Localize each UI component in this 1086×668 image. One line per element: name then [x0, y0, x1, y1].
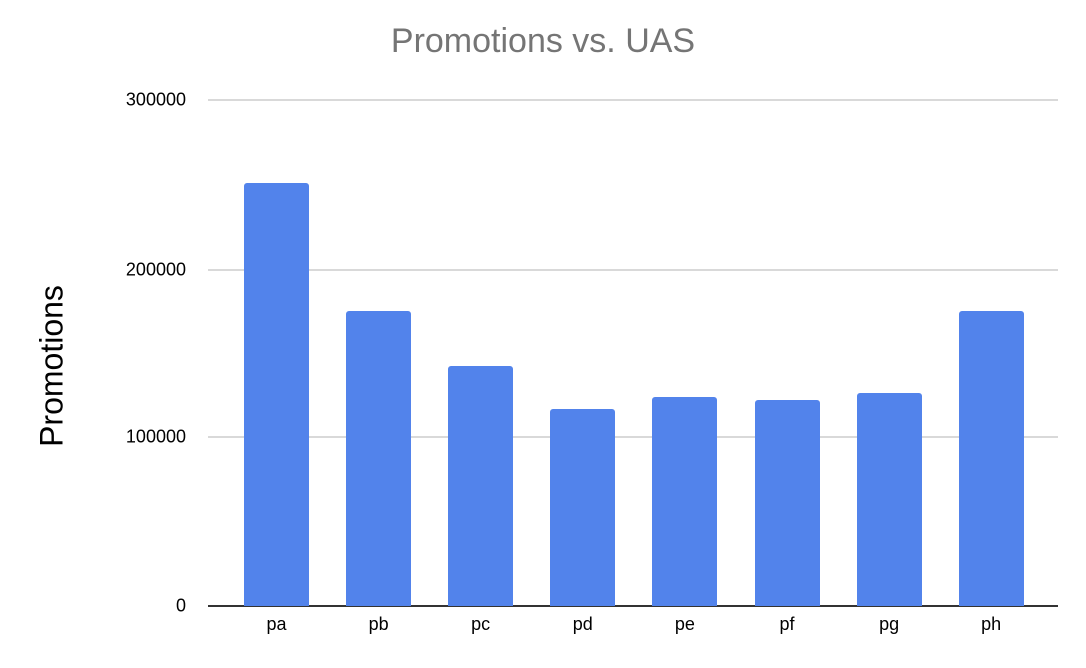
y-tick-200000: 200000: [125, 259, 186, 280]
chart-title: Promotions vs. UAS: [390, 22, 696, 60]
bar-pe[interactable]: [652, 396, 718, 606]
bar-ph[interactable]: [958, 310, 1024, 606]
bar-pd[interactable]: [550, 408, 616, 606]
gridline-200000: [208, 269, 1058, 271]
y-axis-label: Promotions: [33, 285, 70, 447]
x-tick-pc: pc: [471, 614, 491, 634]
bar-pc[interactable]: [448, 366, 514, 606]
x-tick-pd: pd: [572, 614, 593, 634]
x-tick-pf: pf: [779, 614, 795, 634]
gridline-100000: [208, 436, 1058, 438]
x-tick-ph: ph: [981, 614, 1002, 634]
gridline-300000: [208, 99, 1058, 101]
y-tick-300000: 300000: [125, 89, 186, 110]
bar-pf[interactable]: [754, 400, 820, 606]
y-tick-0: 0: [175, 595, 186, 616]
bar-pg[interactable]: [856, 393, 922, 606]
plot-area: 300000 200000 100000 0 pa pb pc pd pe pf pg ph: [126, 90, 1058, 634]
y-tick-100000: 100000: [125, 426, 186, 447]
bar-pa[interactable]: [244, 182, 309, 606]
x-tick-pe: pe: [674, 614, 695, 634]
x-tick-pa: pa: [266, 614, 287, 634]
x-tick-pb: pb: [368, 614, 389, 634]
bar-pb[interactable]: [346, 310, 412, 606]
x-tick-pg: pg: [879, 614, 900, 634]
x-axis-line: [208, 605, 1058, 607]
